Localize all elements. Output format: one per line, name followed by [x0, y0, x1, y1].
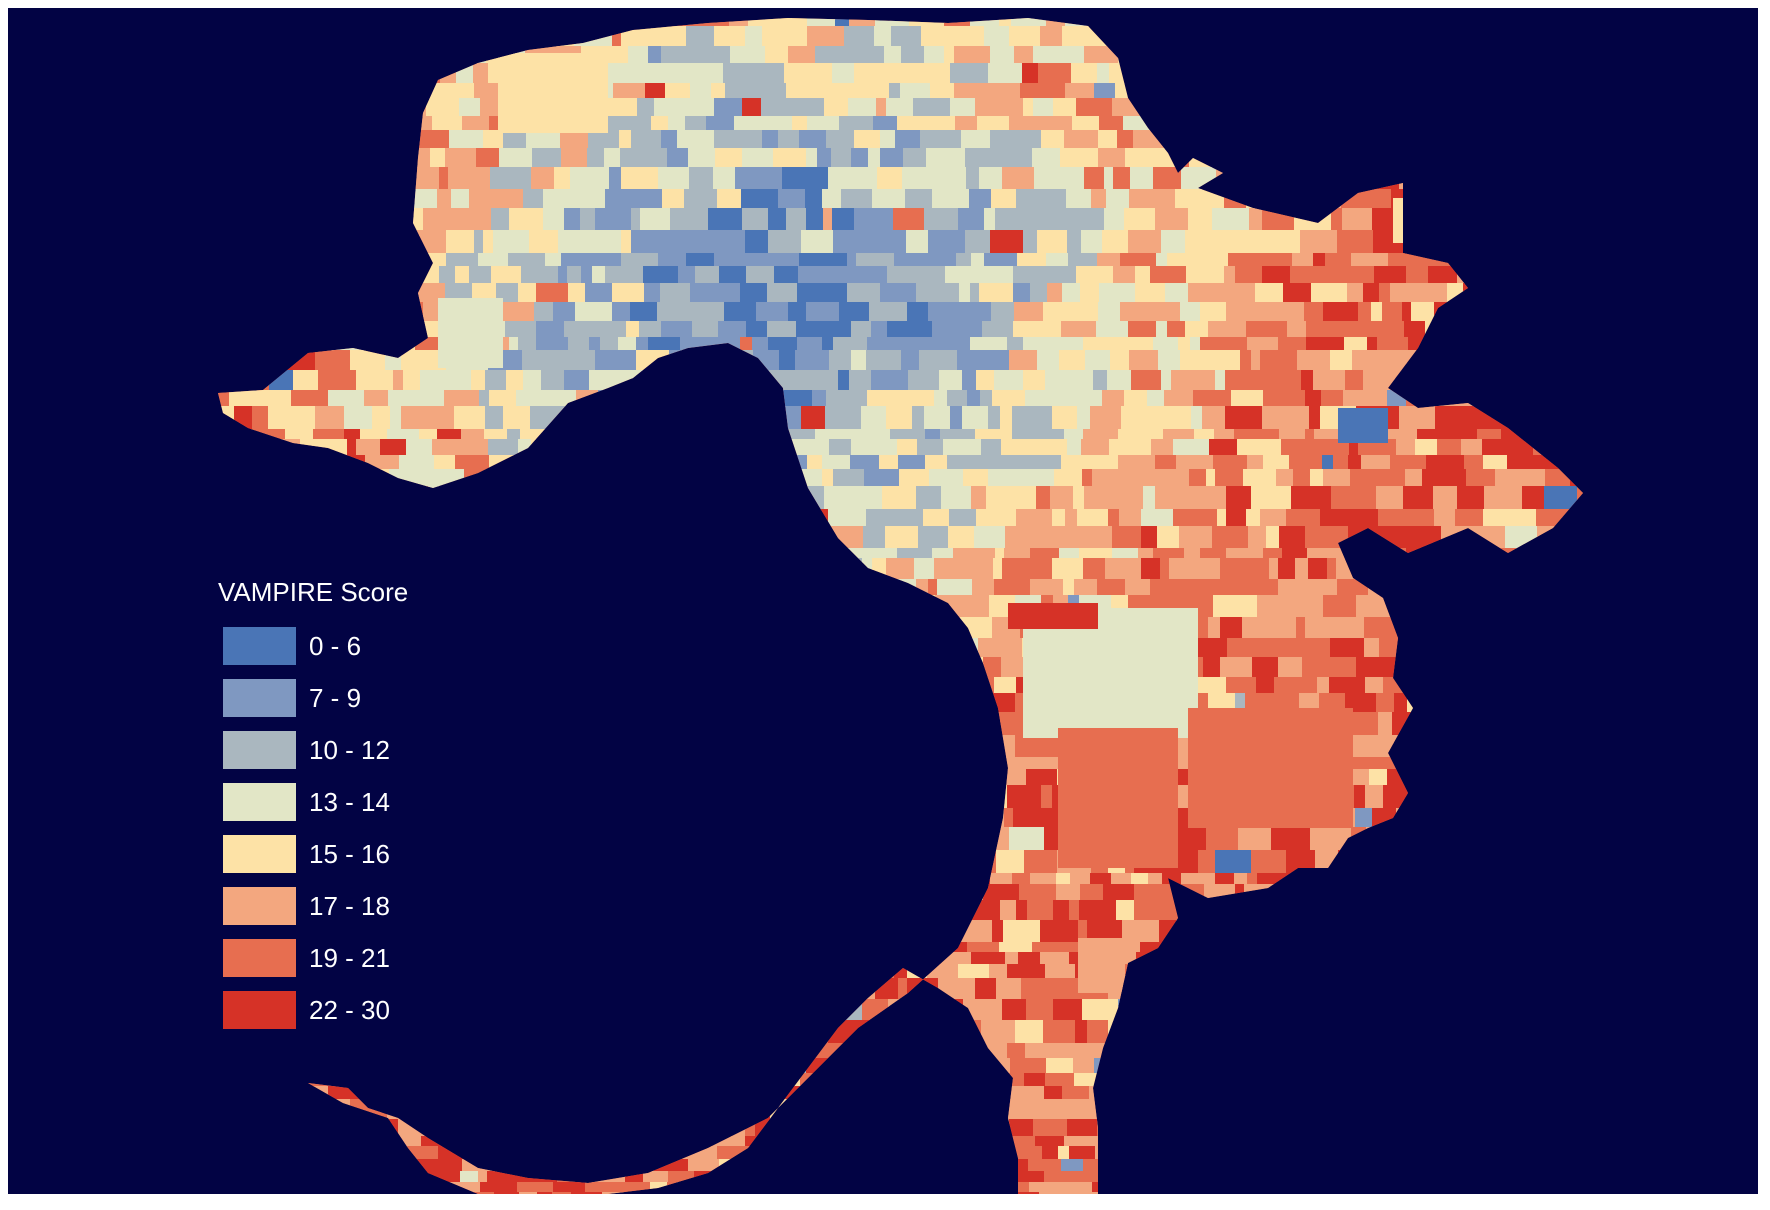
legend-item: 17 - 18	[223, 880, 483, 932]
legend-title: VAMPIRE Score	[218, 577, 409, 607]
map-legend: VAMPIRE Score 0 - 6 7 - 9 10 - 12 13 - 1…	[218, 576, 483, 1036]
legend-item: 7 - 9	[223, 672, 483, 724]
legend-swatch	[223, 783, 296, 821]
legend-label: 10 - 12	[309, 735, 390, 765]
legend-item: 22 - 30	[223, 984, 483, 1036]
legend-item: 15 - 16	[223, 828, 483, 880]
legend-label: 17 - 18	[309, 891, 390, 921]
legend-label: 0 - 6	[309, 631, 362, 661]
legend-label: 22 - 30	[309, 995, 390, 1025]
legend-swatch	[223, 731, 296, 769]
legend-label: 13 - 14	[309, 787, 390, 817]
legend-item: 10 - 12	[223, 724, 483, 776]
legend-swatch	[223, 627, 296, 665]
legend-swatch	[223, 991, 296, 1029]
legend-swatch	[223, 887, 296, 925]
legend-swatch	[223, 939, 296, 977]
legend-item: 0 - 6	[223, 620, 483, 672]
legend-swatch	[223, 679, 296, 717]
legend-item: 19 - 21	[223, 932, 483, 984]
legend-label: 15 - 16	[309, 839, 390, 869]
choropleth-map[interactable]	[8, 8, 1758, 1194]
legend-swatch	[223, 835, 296, 873]
map-frame: VAMPIRE Score 0 - 6 7 - 9 10 - 12 13 - 1…	[8, 8, 1758, 1194]
legend-item: 13 - 14	[223, 776, 483, 828]
legend-label: 19 - 21	[309, 943, 390, 973]
legend-label: 7 - 9	[309, 683, 362, 713]
